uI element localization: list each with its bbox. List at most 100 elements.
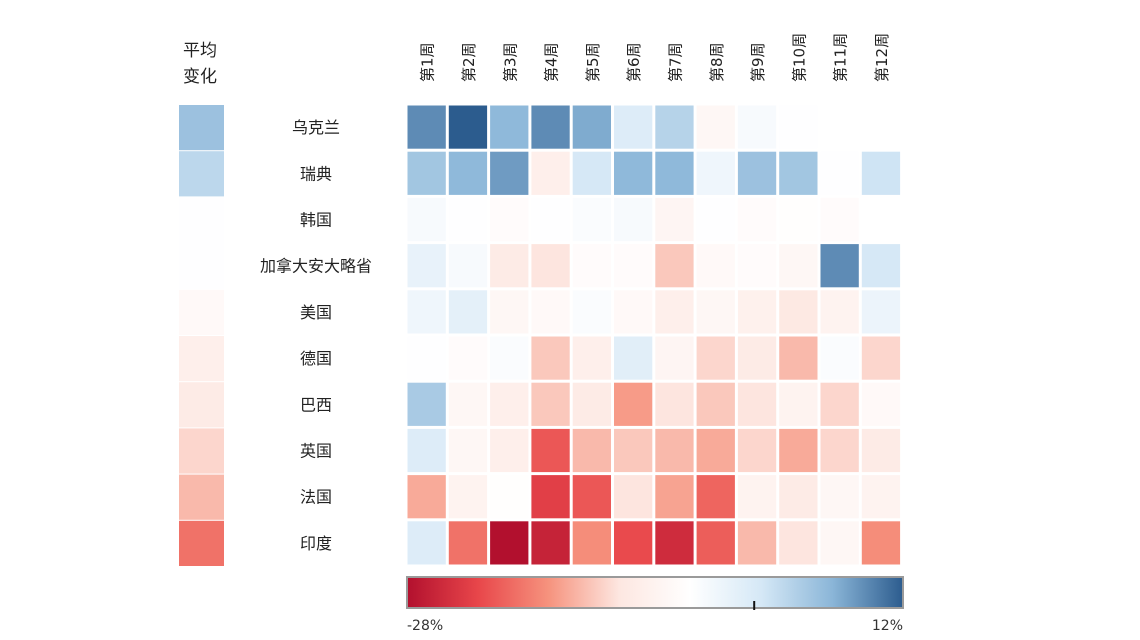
heatmap-cell	[531, 336, 570, 380]
column-label: 第10周	[790, 33, 808, 82]
average-column	[179, 105, 224, 566]
heatmap-cell	[448, 290, 488, 334]
heatmap-cell	[531, 151, 570, 195]
heatmap-cell	[737, 151, 777, 195]
heatmap-cell	[572, 197, 611, 242]
heatmap-cell	[614, 197, 653, 242]
heatmap-cell	[820, 151, 859, 195]
average-cell	[179, 336, 224, 382]
heatmap-cell	[490, 428, 529, 473]
heatmap-cell	[779, 105, 818, 149]
heatmap-cell	[448, 336, 488, 380]
row-label: 法国	[300, 488, 332, 507]
color-scale-bar	[406, 576, 904, 609]
heatmap-cell	[490, 151, 529, 195]
row-label: 乌克兰	[292, 118, 340, 137]
heatmap-cell	[779, 382, 818, 426]
heatmap-cell	[696, 428, 735, 473]
heatmap-cell	[572, 475, 611, 519]
heatmap-cell	[614, 428, 653, 473]
heatmap-cell	[531, 105, 570, 149]
heatmap-cell	[407, 336, 446, 380]
heatmap-cells	[407, 105, 901, 565]
heatmap-cell	[696, 521, 735, 565]
row-label: 韩国	[300, 211, 332, 230]
average-cell	[179, 289, 224, 335]
heatmap-cell	[531, 197, 570, 242]
heatmap-cell	[407, 151, 446, 195]
average-cell	[179, 105, 224, 151]
average-cell	[179, 428, 224, 474]
average-cell	[179, 151, 224, 197]
heatmap-cell	[407, 197, 446, 242]
heatmap-cell	[737, 336, 777, 380]
heatmap-cell	[448, 382, 488, 426]
heatmap-cell	[737, 105, 777, 149]
heatmap-cell	[820, 521, 859, 565]
heatmap-cell	[531, 290, 570, 334]
column-label: 第6周	[625, 42, 643, 82]
heatmap-cell	[614, 475, 653, 519]
heatmap-cell	[448, 428, 488, 473]
color-scale-legend: -28% 12%	[406, 576, 904, 634]
heatmap-cell	[779, 428, 818, 473]
heatmap-cell	[655, 290, 694, 334]
heatmap-cell	[407, 475, 446, 519]
heatmap-cell	[572, 290, 611, 334]
heatmap-cell	[779, 244, 818, 288]
heatmap-cell	[696, 475, 735, 519]
heatmap-cell	[407, 244, 446, 288]
heatmap-cell	[779, 151, 818, 195]
column-labels: 第1周 第2周 第3周 第4周 第5周 第6周 第7周 第8周 第9周 第10周 第11周 第12周	[419, 33, 891, 82]
heatmap-cell	[861, 244, 901, 288]
heatmap-cell	[614, 382, 653, 426]
heatmap-cell	[779, 521, 818, 565]
heatmap-cell	[614, 105, 653, 149]
heatmap-cell	[655, 475, 694, 519]
heatmap-cell	[820, 197, 859, 242]
heatmap-cell	[490, 244, 529, 288]
heatmap-cell	[779, 290, 818, 334]
color-scale-max-label: 12%	[872, 618, 903, 634]
heatmap-cell	[572, 336, 611, 380]
heatmap-cell	[531, 382, 570, 426]
heatmap-cell	[531, 521, 570, 565]
heatmap-cell	[407, 521, 446, 565]
heatmap-cell	[572, 244, 611, 288]
row-label: 瑞典	[300, 164, 332, 183]
heatmap-cell	[737, 521, 777, 565]
heatmap-cell	[448, 105, 488, 149]
column-label: 第8周	[708, 42, 726, 82]
heatmap-cell	[779, 336, 818, 380]
color-scale-min-label: -28%	[407, 618, 443, 634]
heatmap-cell	[448, 151, 488, 195]
heatmap-cell	[614, 290, 653, 334]
average-cell	[179, 474, 224, 520]
heatmap-cell	[696, 336, 735, 380]
column-label: 第2周	[460, 42, 478, 82]
heatmap-cell	[696, 382, 735, 426]
heatmap-cell	[820, 244, 859, 288]
heatmap-cell	[448, 197, 488, 242]
heatmap-cell	[737, 244, 777, 288]
heatmap-cell	[820, 290, 859, 334]
heatmap-cell	[696, 244, 735, 288]
heatmap-cell	[861, 151, 901, 195]
column-label: 第11周	[832, 33, 850, 82]
heatmap-cell	[655, 105, 694, 149]
heatmap-cell	[448, 521, 488, 565]
average-title-line1: 平均	[183, 41, 217, 61]
heatmap-cell	[655, 197, 694, 242]
heatmap-cell	[490, 197, 529, 242]
row-label: 德国	[300, 349, 332, 368]
heatmap-cell	[696, 290, 735, 334]
heatmap-cell	[531, 428, 570, 473]
heatmap-cell	[655, 244, 694, 288]
row-label: 加拿大安大略省	[260, 257, 372, 276]
heatmap-cell	[779, 475, 818, 519]
heatmap-cell	[572, 382, 611, 426]
heatmap-cell	[861, 382, 901, 426]
